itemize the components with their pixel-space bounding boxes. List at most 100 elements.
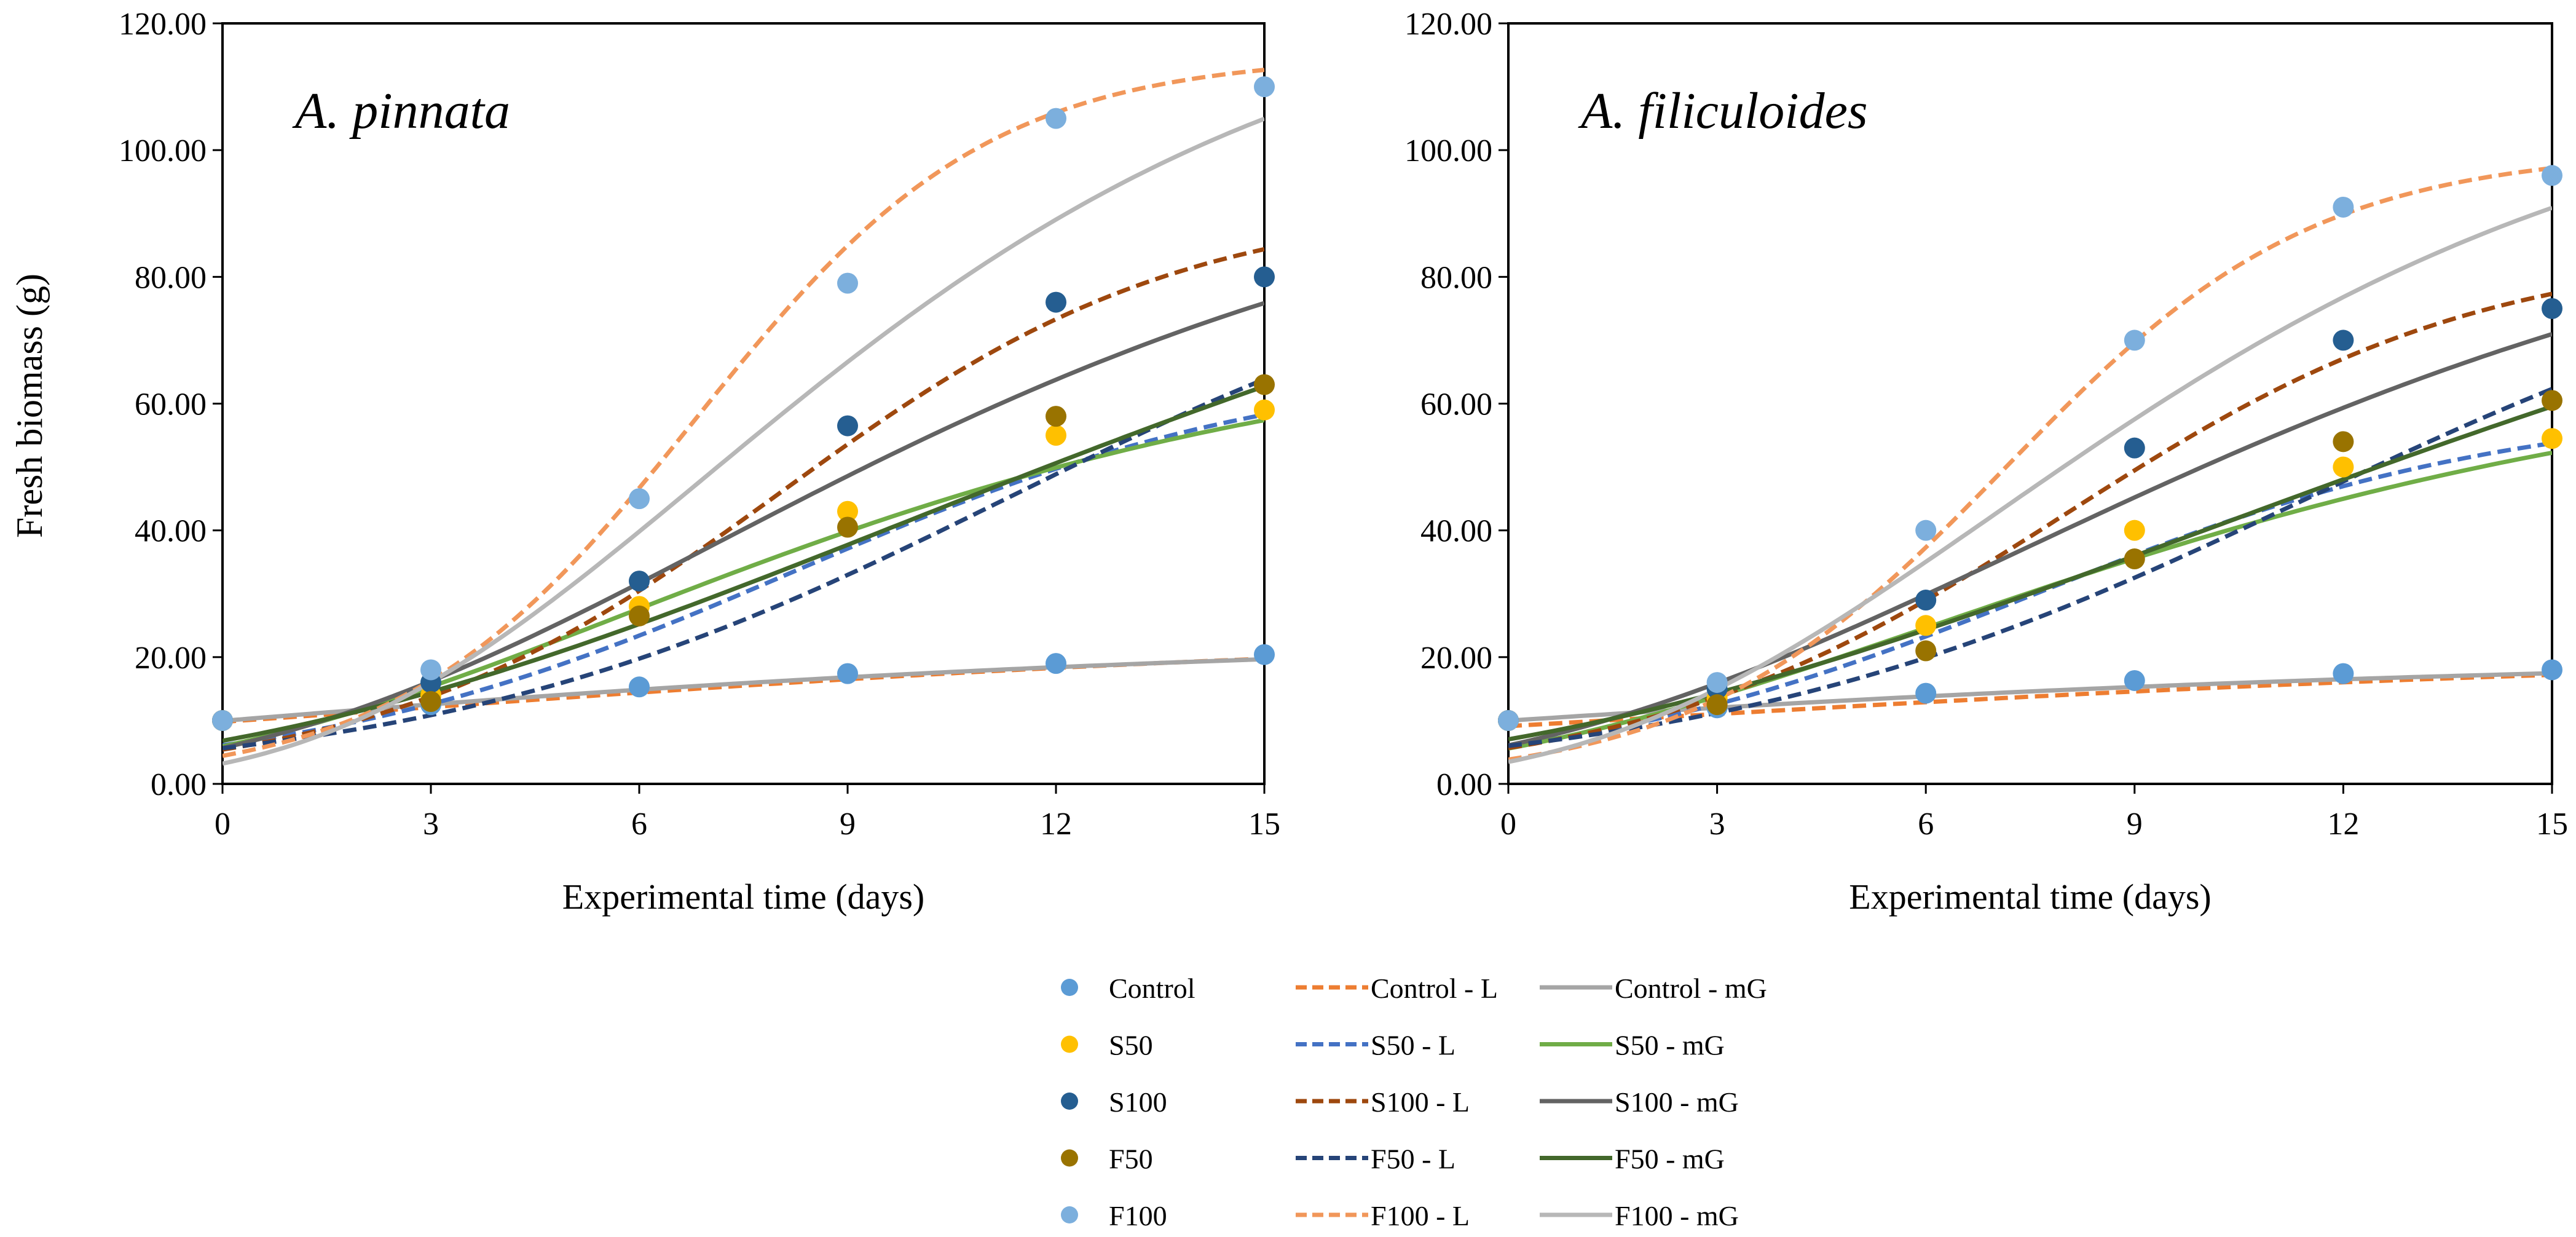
x-tick-label: 12 bbox=[2327, 807, 2359, 842]
y-tick-label: 120.00 bbox=[1404, 7, 1492, 42]
data-point-control bbox=[2333, 663, 2354, 684]
data-point-f50 bbox=[1706, 694, 1728, 716]
fit-line-f50-mg bbox=[1508, 404, 2552, 741]
legend-label: F100 bbox=[1109, 1200, 1167, 1231]
legend-label: S100 bbox=[1109, 1086, 1167, 1118]
data-point-f50 bbox=[2542, 390, 2562, 411]
x-tick-label: 15 bbox=[1248, 807, 1280, 842]
fit-line-s100-l bbox=[223, 247, 1264, 752]
data-point-s100 bbox=[629, 571, 650, 592]
x-tick-label: 15 bbox=[2536, 807, 2568, 842]
data-point-s50 bbox=[1915, 615, 1937, 636]
data-point-f50 bbox=[2124, 548, 2145, 570]
data-point-f50 bbox=[1915, 640, 1937, 662]
legend-label: Control - L bbox=[1371, 973, 1498, 1004]
y-tick-label: 100.00 bbox=[119, 133, 207, 168]
panel-title: A. pinnata bbox=[292, 82, 510, 140]
y-axis-label: Fresh biomass (g) bbox=[9, 274, 50, 538]
legend-label: S100 - mG bbox=[1615, 1086, 1739, 1118]
data-point-f50 bbox=[629, 605, 650, 626]
x-tick-label: 3 bbox=[1709, 807, 1725, 842]
legend-marker-f100 bbox=[1061, 1206, 1078, 1223]
fit-line-s100-mg bbox=[1508, 332, 2552, 748]
legend-marker-control bbox=[1061, 979, 1078, 996]
legend-marker-s50 bbox=[1061, 1035, 1078, 1053]
data-point-f100 bbox=[837, 272, 858, 294]
y-tick-label: 80.00 bbox=[135, 260, 207, 295]
legend-marker-f50 bbox=[1061, 1149, 1078, 1167]
data-point-s50 bbox=[837, 500, 858, 522]
x-tick-label: 12 bbox=[1040, 807, 1072, 842]
legend: Control Control - L Control - mG S50 S50 - L… bbox=[1061, 973, 1767, 1231]
data-point-s100 bbox=[2542, 298, 2562, 319]
legend-label: S50 - L bbox=[1371, 1030, 1455, 1061]
data-point-control bbox=[1046, 653, 1066, 674]
data-point-f100 bbox=[212, 709, 233, 731]
x-tick-label: 0 bbox=[215, 807, 230, 842]
data-point-control bbox=[1915, 682, 1937, 704]
legend-label: S100 - L bbox=[1371, 1086, 1470, 1118]
data-point-f100 bbox=[2542, 165, 2562, 186]
x-axis-label: Experimental time (days) bbox=[1849, 877, 2211, 917]
x-tick-label: 9 bbox=[840, 807, 856, 842]
y-tick-label: 80.00 bbox=[1420, 260, 1492, 295]
fit-line-f100-mg bbox=[1508, 205, 2552, 764]
fit-line-control-l bbox=[1508, 673, 2552, 729]
data-point-control bbox=[629, 676, 650, 698]
y-tick-label: 0.00 bbox=[151, 767, 207, 802]
fit-curves bbox=[1508, 166, 2552, 764]
y-tick-label: 0.00 bbox=[1436, 767, 1492, 802]
x-tick-label: 0 bbox=[1500, 807, 1516, 842]
data-point-f50 bbox=[837, 516, 858, 538]
data-point-s50 bbox=[2333, 456, 2354, 478]
data-point-s50 bbox=[1046, 425, 1066, 446]
data-point-f50 bbox=[1254, 374, 1275, 395]
data-point-f100 bbox=[2124, 330, 2145, 351]
data-point-f100 bbox=[1498, 709, 1519, 731]
legend-label: S50 bbox=[1109, 1030, 1153, 1061]
y-tick-label: 60.00 bbox=[1420, 387, 1492, 422]
y-tick-label: 120.00 bbox=[119, 7, 207, 42]
data-point-f100 bbox=[1046, 108, 1066, 129]
legend-label: F50 - L bbox=[1371, 1144, 1455, 1175]
legend-label: F50 - mG bbox=[1615, 1144, 1725, 1175]
fit-line-control-mg bbox=[1508, 671, 2552, 723]
data-point-control bbox=[837, 663, 858, 684]
x-tick-label: 6 bbox=[1918, 807, 1934, 842]
fit-line-f100-mg bbox=[223, 116, 1264, 766]
data-point-f100 bbox=[2333, 196, 2354, 218]
legend-label: Control bbox=[1109, 973, 1195, 1004]
legend-label: F100 - L bbox=[1371, 1200, 1470, 1231]
x-tick-label: 9 bbox=[2127, 807, 2143, 842]
fit-line-control-mg bbox=[223, 657, 1264, 723]
data-point-control bbox=[2124, 670, 2145, 691]
data-point-s100 bbox=[837, 415, 858, 437]
chart-panel-a-pinnata: 0.00 20.00 40.00 60.00 80.00 100.00 120.00 0 3 6 9… bbox=[119, 7, 1280, 917]
data-point-s100 bbox=[2124, 437, 2145, 459]
fit-line-control-l bbox=[223, 657, 1264, 724]
x-tick-label: 6 bbox=[631, 807, 647, 842]
x-axis-label: Experimental time (days) bbox=[562, 877, 924, 917]
data-point-f100 bbox=[629, 488, 650, 510]
y-tick-label: 60.00 bbox=[135, 387, 207, 422]
y-tick-label: 40.00 bbox=[135, 514, 207, 549]
y-tick-label: 40.00 bbox=[1420, 514, 1492, 549]
legend-label: F50 bbox=[1109, 1144, 1153, 1175]
data-point-control bbox=[1254, 644, 1275, 665]
x-tick-label: 3 bbox=[423, 807, 439, 842]
legend-label: S50 - mG bbox=[1615, 1030, 1725, 1061]
y-tick-label: 20.00 bbox=[1420, 641, 1492, 676]
legend-marker-s100 bbox=[1061, 1093, 1078, 1110]
data-point-f50 bbox=[1046, 406, 1066, 427]
legend-label: F100 - mG bbox=[1615, 1200, 1739, 1231]
legend-label: Control - mG bbox=[1615, 973, 1767, 1004]
fit-line-f50-l bbox=[223, 377, 1264, 751]
data-point-s100 bbox=[1915, 590, 1937, 611]
chart-panel-a-filiculoides: 0.00 20.00 40.00 60.00 80.00 100.00 120.00 0 3 6 9… bbox=[1404, 7, 2568, 917]
data-point-f100 bbox=[1254, 76, 1275, 98]
data-point-s50 bbox=[1254, 399, 1275, 421]
panel-title: A. filiculoides bbox=[1578, 82, 1868, 140]
data-point-control bbox=[2542, 659, 2562, 681]
